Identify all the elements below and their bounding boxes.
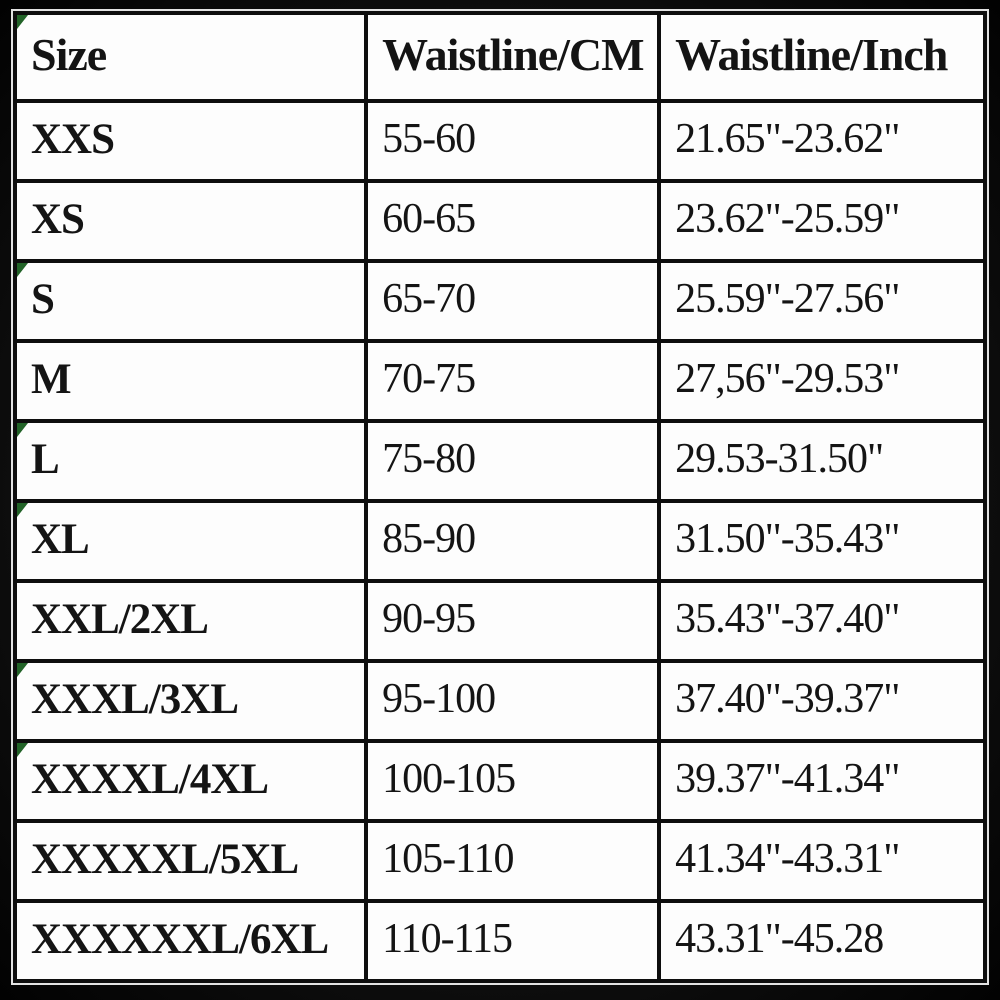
inch-cell: 31.50"-35.43" <box>657 499 987 583</box>
cm-cell: 110-115 <box>364 899 662 983</box>
size-cell: L <box>12 419 369 503</box>
size-cell: M <box>12 339 369 423</box>
cm-cell: 105-110 <box>364 819 662 903</box>
size-cell: XXXL/3XL <box>12 659 369 743</box>
table-header: Size Waistline/CM Waistline/Inch <box>12 11 987 103</box>
inch-cell: 43.31"-45.28 <box>657 899 987 983</box>
inch-cell: 27,56"-29.53" <box>657 339 987 423</box>
cell-corner-marker <box>17 503 28 517</box>
cell-corner-marker <box>17 423 28 437</box>
inch-cell: 37.40"-39.37" <box>657 659 987 743</box>
inch-cell: 41.34"-43.31" <box>657 819 987 903</box>
table-row: XXXXXXL/6XL 110-115 43.31"-45.28 <box>12 899 987 983</box>
size-cell: XL <box>12 499 369 583</box>
table-row: XXXXL/4XL 100-105 39.37"-41.34" <box>12 739 987 823</box>
table-row: XXXL/3XL 95-100 37.40"-39.37" <box>12 659 987 743</box>
size-cell: XXXXL/4XL <box>12 739 369 823</box>
header-cell-inch: Waistline/Inch <box>657 11 987 103</box>
table-row: XL 85-90 31.50"-35.43" <box>12 499 987 583</box>
cell-corner-marker <box>17 15 28 29</box>
cm-cell: 90-95 <box>364 579 662 663</box>
inch-cell: 29.53-31.50" <box>657 419 987 503</box>
cm-cell: 100-105 <box>364 739 662 823</box>
table-row: XS 60-65 23.62"-25.59" <box>12 179 987 263</box>
size-table-body: XXS 55-60 21.65"-23.62" XS 60-65 23.62"-25.59… <box>12 99 987 983</box>
inch-cell: 25.59"-27.56" <box>657 259 987 343</box>
header-cell-cm: Waistline/CM <box>364 11 662 103</box>
inch-cell: 21.65"-23.62" <box>657 99 987 183</box>
cell-corner-marker <box>17 663 28 677</box>
cm-cell: 85-90 <box>364 499 662 583</box>
inch-cell: 39.37"-41.34" <box>657 739 987 823</box>
cm-cell: 95-100 <box>364 659 662 743</box>
table-row: XXS 55-60 21.65"-23.62" <box>12 99 987 183</box>
cell-corner-marker <box>17 743 28 757</box>
size-cell: S <box>12 259 369 343</box>
cell-corner-marker <box>17 263 28 277</box>
inch-cell: 23.62"-25.59" <box>657 179 987 263</box>
table-header-row: Size Waistline/CM Waistline/Inch <box>12 11 987 103</box>
cm-cell: 65-70 <box>364 259 662 343</box>
size-chart-table: Size Waistline/CM Waistline/Inch XXS 55-60 2… <box>12 11 987 983</box>
table-row: S 65-70 25.59"-27.56" <box>12 259 987 343</box>
cm-cell: 60-65 <box>364 179 662 263</box>
table-row: XXXXXL/5XL 105-110 41.34"-43.31" <box>12 819 987 903</box>
size-cell: XXXXXL/5XL <box>12 819 369 903</box>
size-cell: XXS <box>12 99 369 183</box>
cm-cell: 75-80 <box>364 419 662 503</box>
cm-cell: 55-60 <box>364 99 662 183</box>
size-cell: XXL/2XL <box>12 579 369 663</box>
table-row: M 70-75 27,56"-29.53" <box>12 339 987 423</box>
header-cell-size: Size <box>12 11 369 103</box>
inch-cell: 35.43"-37.40" <box>657 579 987 663</box>
table-row: XXL/2XL 90-95 35.43"-37.40" <box>12 579 987 663</box>
size-cell: XXXXXXL/6XL <box>12 899 369 983</box>
cm-cell: 70-75 <box>364 339 662 423</box>
table-row: L 75-80 29.53-31.50" <box>12 419 987 503</box>
size-cell: XS <box>12 179 369 263</box>
